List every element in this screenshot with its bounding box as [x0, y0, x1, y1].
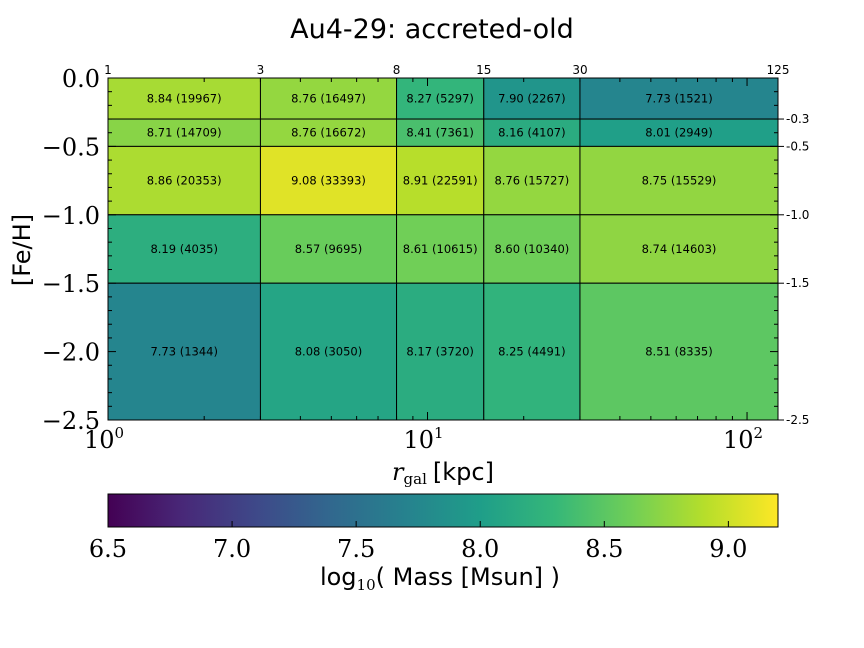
top-edge-label: 3	[257, 63, 265, 77]
cell-label: 8.51 (8335)	[645, 345, 713, 359]
cell-label: 7.90 (2267)	[498, 92, 566, 106]
top-edge-label: 30	[572, 63, 587, 77]
x-axis-label-sub: gal	[404, 470, 428, 488]
cell-label: 8.61 (10615)	[403, 242, 478, 256]
y-tick-label: −1.5	[42, 270, 100, 298]
colorbar-tick-label: 7.0	[213, 535, 251, 563]
cell-label: 8.16 (4107)	[498, 126, 566, 140]
colorbar-label-prefix: log	[320, 563, 357, 591]
cell-label: 8.86 (20353)	[147, 174, 222, 188]
x-tick-label: 100	[84, 424, 124, 454]
cell-label: 8.84 (19967)	[147, 92, 222, 106]
cell-label: 8.60 (10340)	[494, 242, 569, 256]
right-edge-label: -1.0	[786, 208, 809, 222]
right-edge-label: -1.5	[786, 276, 809, 290]
chart-title: Au4-29: accreted-old	[290, 14, 574, 45]
heatmap-cell	[483, 145, 581, 216]
colorbar-tick-label: 6.5	[89, 535, 127, 563]
x-tick-label: 101	[403, 424, 443, 454]
cell-label: 9.08 (33393)	[291, 174, 366, 188]
heatmap-cell	[259, 145, 398, 216]
heatmap-cell	[396, 282, 485, 421]
top-edge-label: 1	[104, 63, 112, 77]
colorbar-label-suffix: ( Mass [Msun] )	[376, 563, 560, 591]
heatmap-cells: 8.84 (19967) 8.76 (16497) 8.27 (5297) 7.90 …	[107, 77, 779, 421]
top-edge-label: 8	[393, 63, 401, 77]
cell-label: 8.19 (4035)	[150, 242, 218, 256]
top-edge-label: 125	[767, 63, 790, 77]
top-edge-label: 15	[476, 63, 491, 77]
cell-label: 8.74 (14603)	[642, 242, 717, 256]
colorbar-tick-label: 8.5	[585, 535, 623, 563]
cell-label: 8.75 (15529)	[642, 174, 717, 188]
colorbar	[108, 494, 778, 527]
heatmap-cell	[259, 77, 398, 120]
cell-label: 7.73 (1344)	[150, 345, 218, 359]
axis-ticks: 1 3 8 15 30 125 -0.3 -0.5 -1.0 -1.5 -2.5 100 101 102 0…	[42, 63, 810, 454]
cell-label: 8.76 (15727)	[494, 174, 569, 188]
heatmap-cell	[396, 118, 485, 147]
x-axis-label-var: r	[392, 458, 405, 486]
cell-label: 8.25 (4491)	[498, 345, 566, 359]
heatmap-cell	[396, 214, 485, 284]
cell-label: 7.73 (1521)	[645, 92, 713, 106]
y-tick-label: −1.0	[42, 202, 100, 230]
y-axis-label: [Fe/H]	[8, 214, 36, 286]
y-tick-label: 0.0	[62, 65, 100, 93]
colorbar-tick-label: 7.5	[337, 535, 375, 563]
cell-label: 8.71 (14709)	[147, 126, 222, 140]
heatmap-cell	[396, 145, 485, 216]
heatmap-cell	[107, 282, 261, 421]
cell-label: 8.17 (3720)	[406, 345, 474, 359]
cell-label: 8.41 (7361)	[406, 126, 474, 140]
x-axis-label: rgal [kpc]	[392, 458, 494, 488]
heatmap-cell	[579, 118, 779, 147]
colorbar-label: log10( Mass [Msun] )	[320, 563, 560, 594]
y-tick-label: −2.0	[42, 339, 100, 367]
heatmap-cell	[107, 77, 261, 120]
heatmap-cell	[259, 282, 398, 421]
right-edge-label: -0.5	[786, 139, 809, 153]
cell-label: 8.01 (2949)	[645, 126, 713, 140]
colorbar-ticks: 6.5 7.0 7.5 8.0 8.5 9.0	[89, 521, 747, 563]
plot-frame	[107, 77, 779, 421]
heatmap-cell	[259, 214, 398, 284]
cell-label: 8.76 (16672)	[291, 126, 366, 140]
colorbar-tick-label: 9.0	[709, 535, 747, 563]
right-edge-label: -2.5	[786, 413, 809, 427]
right-edge-label: -0.3	[786, 112, 809, 126]
cell-label: 8.27 (5297)	[406, 92, 474, 106]
cell-label: 8.08 (3050)	[295, 345, 363, 359]
heatmap-cell	[579, 282, 779, 421]
heatmap-cell	[579, 214, 779, 284]
heatmap-cell	[483, 214, 581, 284]
colorbar-tick-label: 8.0	[461, 535, 499, 563]
cell-label: 8.76 (16497)	[291, 92, 366, 106]
y-tick-label: −2.5	[42, 407, 100, 435]
cell-label: 8.57 (9695)	[295, 242, 363, 256]
colorbar-frame	[107, 493, 779, 528]
y-tick-label: −0.5	[42, 133, 100, 161]
x-axis-label-unit: [kpc]	[433, 458, 494, 486]
cell-label: 8.91 (22591)	[403, 174, 478, 188]
heatmap-cell	[579, 145, 779, 216]
x-tick-label: 102	[723, 424, 763, 454]
colorbar-label-sub: 10	[357, 576, 376, 594]
